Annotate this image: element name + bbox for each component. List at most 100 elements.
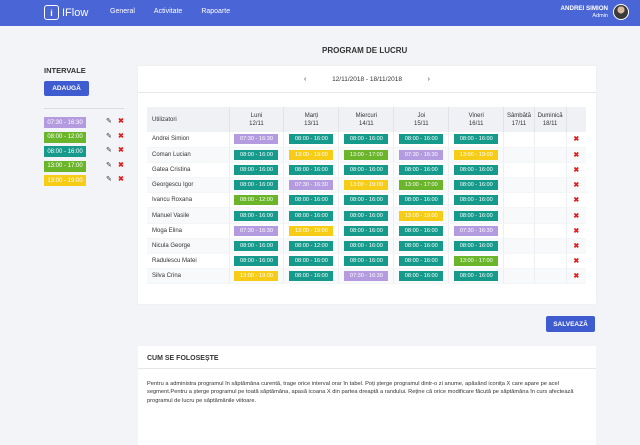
schedule-cell[interactable] <box>503 207 535 224</box>
shift-chip[interactable]: 08:00 - 16:00 <box>399 134 444 145</box>
schedule-cell[interactable] <box>534 238 567 255</box>
schedule-cell[interactable]: 08:00 - 16:00 <box>393 268 450 285</box>
schedule-cell[interactable]: 13:00 - 19:00 <box>229 268 285 285</box>
shift-chip[interactable]: 08:00 - 16:00 <box>399 271 444 282</box>
schedule-cell[interactable]: 08:00 - 16:00 <box>338 162 395 179</box>
shift-chip[interactable]: 13:00 - 19:00 <box>399 210 444 221</box>
delete-icon[interactable]: ✖ <box>118 147 124 155</box>
shift-chip[interactable]: 07:30 - 16:30 <box>399 149 444 160</box>
schedule-cell[interactable] <box>503 177 535 194</box>
schedule-cell[interactable]: 08:00 - 16:00 <box>393 132 450 148</box>
shift-chip[interactable]: 08:00 - 16:00 <box>344 210 389 221</box>
shift-chip[interactable]: 08:00 - 12:00 <box>234 195 279 206</box>
schedule-cell[interactable]: 08:00 - 16:00 <box>448 177 505 194</box>
shift-chip[interactable]: 08:00 - 16:00 <box>454 134 499 145</box>
schedule-cell[interactable] <box>503 238 535 255</box>
schedule-cell[interactable]: 07:30 - 16:30 <box>229 223 285 239</box>
next-week-icon[interactable]: › <box>427 76 430 83</box>
schedule-cell[interactable] <box>534 132 567 148</box>
schedule-cell[interactable] <box>503 223 535 239</box>
interval-chip[interactable]: 13:00 - 19:00 <box>44 175 86 187</box>
schedule-cell[interactable]: 08:00 - 16:00 <box>393 253 450 270</box>
save-button[interactable]: SALVEAZĂ <box>546 316 595 332</box>
delete-row-icon[interactable]: ✖ <box>573 182 580 190</box>
shift-chip[interactable]: 08:00 - 16:00 <box>454 240 499 251</box>
delete-icon[interactable]: ✖ <box>118 176 124 184</box>
delete-icon[interactable]: ✖ <box>118 161 124 169</box>
schedule-cell[interactable]: 08:00 - 16:00 <box>448 192 505 209</box>
delete-icon[interactable]: ✖ <box>118 118 124 125</box>
shift-chip[interactable]: 08:00 - 16:00 <box>234 240 279 251</box>
nav-item-general[interactable]: General <box>110 8 135 15</box>
delete-row-icon[interactable]: ✖ <box>573 273 580 281</box>
schedule-cell[interactable]: 08:00 - 16:00 <box>338 223 395 239</box>
schedule-cell[interactable]: 08:00 - 16:00 <box>283 132 340 148</box>
shift-chip[interactable]: 08:00 - 16:00 <box>454 210 499 221</box>
shift-chip[interactable]: 07:30 - 16:30 <box>234 134 279 145</box>
avatar[interactable] <box>613 4 629 20</box>
shift-chip[interactable]: 07:30 - 16:30 <box>234 225 279 236</box>
schedule-cell[interactable] <box>503 132 535 148</box>
schedule-cell[interactable]: 13:00 - 19:00 <box>283 147 340 163</box>
delete-row-icon[interactable]: ✖ <box>573 151 580 159</box>
interval-chip[interactable]: 13:00 - 17:00 <box>44 160 86 172</box>
schedule-cell[interactable] <box>534 162 567 179</box>
prev-week-icon[interactable]: ‹ <box>304 76 307 83</box>
shift-chip[interactable]: 08:00 - 16:00 <box>399 240 444 251</box>
shift-chip[interactable]: 08:00 - 16:00 <box>234 180 279 191</box>
schedule-cell[interactable]: 08:00 - 16:00 <box>229 253 285 270</box>
schedule-cell[interactable]: 08:00 - 16:00 <box>393 192 450 209</box>
interval-chip[interactable]: 08:00 - 12:00 <box>44 131 86 143</box>
schedule-cell[interactable]: 08:00 - 16:00 <box>229 177 285 194</box>
schedule-cell[interactable]: 13:00 - 19:00 <box>283 223 340 239</box>
schedule-cell[interactable] <box>534 223 567 239</box>
schedule-cell[interactable]: 08:00 - 16:00 <box>283 162 340 179</box>
schedule-cell[interactable] <box>534 207 567 224</box>
schedule-cell[interactable] <box>534 192 567 209</box>
nav-item-rapoarte[interactable]: Rapoarte <box>201 8 231 15</box>
pencil-icon[interactable]: ✎ <box>106 161 112 169</box>
schedule-cell[interactable]: 08:00 - 16:00 <box>338 207 395 224</box>
schedule-cell[interactable]: 08:00 - 12:00 <box>283 238 340 255</box>
shift-chip[interactable]: 08:00 - 16:00 <box>399 195 444 206</box>
schedule-cell[interactable]: 13:00 - 19:00 <box>448 147 505 163</box>
schedule-cell[interactable]: 08:00 - 16:00 <box>338 192 395 209</box>
shift-chip[interactable]: 08:00 - 16:00 <box>344 134 389 145</box>
shift-chip[interactable]: 13:00 - 19:00 <box>454 149 499 160</box>
schedule-cell[interactable]: 08:00 - 16:00 <box>283 253 340 270</box>
shift-chip[interactable]: 08:00 - 16:00 <box>234 164 279 175</box>
shift-chip[interactable]: 08:00 - 16:00 <box>289 164 334 175</box>
user-menu[interactable]: ANDREI SIMION Admin <box>561 5 608 19</box>
schedule-cell[interactable]: 13:00 - 17:00 <box>393 177 450 194</box>
schedule-cell[interactable]: 13:00 - 17:00 <box>448 253 505 270</box>
shift-chip[interactable]: 07:30 - 16:30 <box>454 225 499 236</box>
pencil-icon[interactable]: ✎ <box>106 147 112 155</box>
shift-chip[interactable]: 08:00 - 16:00 <box>344 240 389 251</box>
delete-row-icon[interactable]: ✖ <box>573 258 580 266</box>
nav-item-activitate[interactable]: Activitate <box>153 8 183 15</box>
delete-row-icon[interactable]: ✖ <box>573 136 580 144</box>
shift-chip[interactable]: 08:00 - 16:00 <box>289 134 334 145</box>
schedule-cell[interactable] <box>503 253 535 270</box>
shift-chip[interactable]: 08:00 - 16:00 <box>454 195 499 206</box>
schedule-cell[interactable]: 08:00 - 16:00 <box>448 207 505 224</box>
logo[interactable]: i IFlow <box>44 5 88 20</box>
shift-chip[interactable]: 08:00 - 16:00 <box>234 149 279 160</box>
schedule-cell[interactable]: 13:00 - 17:00 <box>338 147 395 163</box>
schedule-cell[interactable]: 13:00 - 19:00 <box>393 207 450 224</box>
schedule-cell[interactable]: 08:00 - 16:00 <box>338 253 395 270</box>
schedule-cell[interactable]: 07:30 - 16:30 <box>448 223 505 239</box>
delete-row-icon[interactable]: ✖ <box>573 242 580 250</box>
pencil-icon[interactable]: ✎ <box>106 118 112 125</box>
shift-chip[interactable]: 08:00 - 16:00 <box>399 164 444 175</box>
shift-chip[interactable]: 08:00 - 16:00 <box>454 164 499 175</box>
shift-chip[interactable]: 08:00 - 16:00 <box>344 225 389 236</box>
shift-chip[interactable]: 07:30 - 16:30 <box>344 271 389 282</box>
schedule-cell[interactable]: 08:00 - 16:00 <box>229 162 285 179</box>
pencil-icon[interactable]: ✎ <box>106 132 112 140</box>
delete-row-icon[interactable]: ✖ <box>573 212 580 220</box>
shift-chip[interactable]: 13:00 - 19:00 <box>344 180 389 191</box>
schedule-cell[interactable]: 13:00 - 19:00 <box>338 177 395 194</box>
schedule-cell[interactable]: 08:00 - 16:00 <box>283 268 340 285</box>
delete-row-icon[interactable]: ✖ <box>573 197 580 205</box>
